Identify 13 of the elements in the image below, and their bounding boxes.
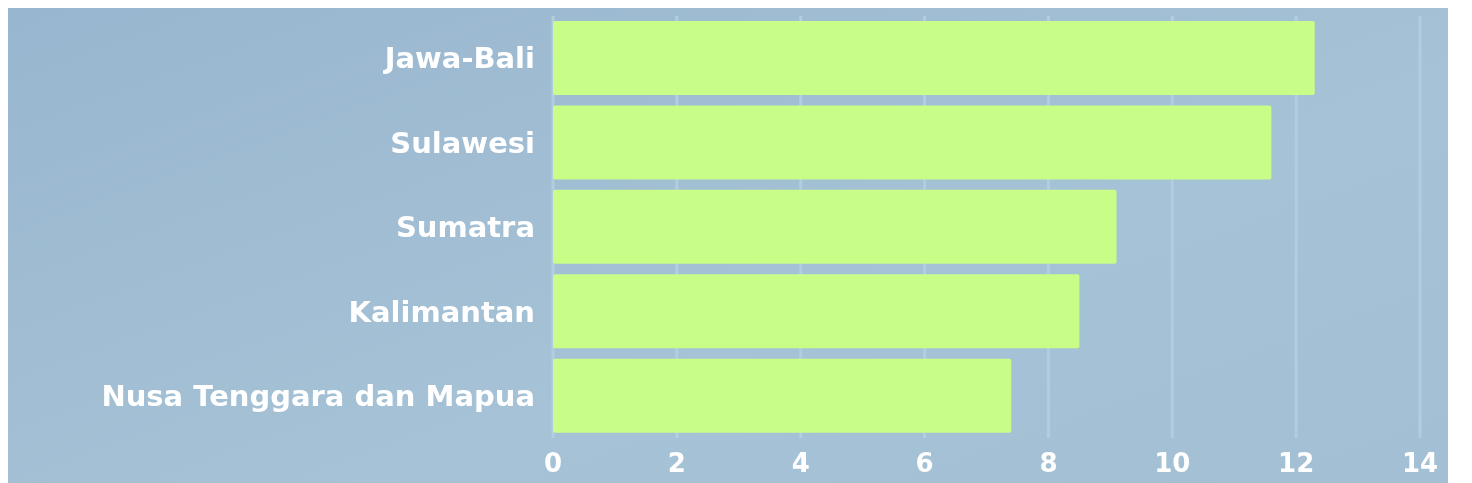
x-tick-label: 2 [667,448,686,479]
y-tick-label: Sumatra [395,210,535,245]
y-tick-label: Kalimantan [348,294,535,329]
x-tick-label: 12 [1278,448,1315,479]
x-tick-label: 4 [791,448,810,479]
x-tick-label: 10 [1154,448,1191,479]
x-tick-label: 0 [543,448,563,479]
x-tick-label: 6 [915,448,934,479]
y-tick-label: Nusa Tenggara dan Mapua [101,379,535,414]
x-tick-label: 14 [1401,448,1439,479]
x-tick-label: 8 [1039,448,1058,479]
y-tick-label: Jawa-Bali [382,41,535,76]
y-tick-label: Sulawesi [390,125,535,160]
